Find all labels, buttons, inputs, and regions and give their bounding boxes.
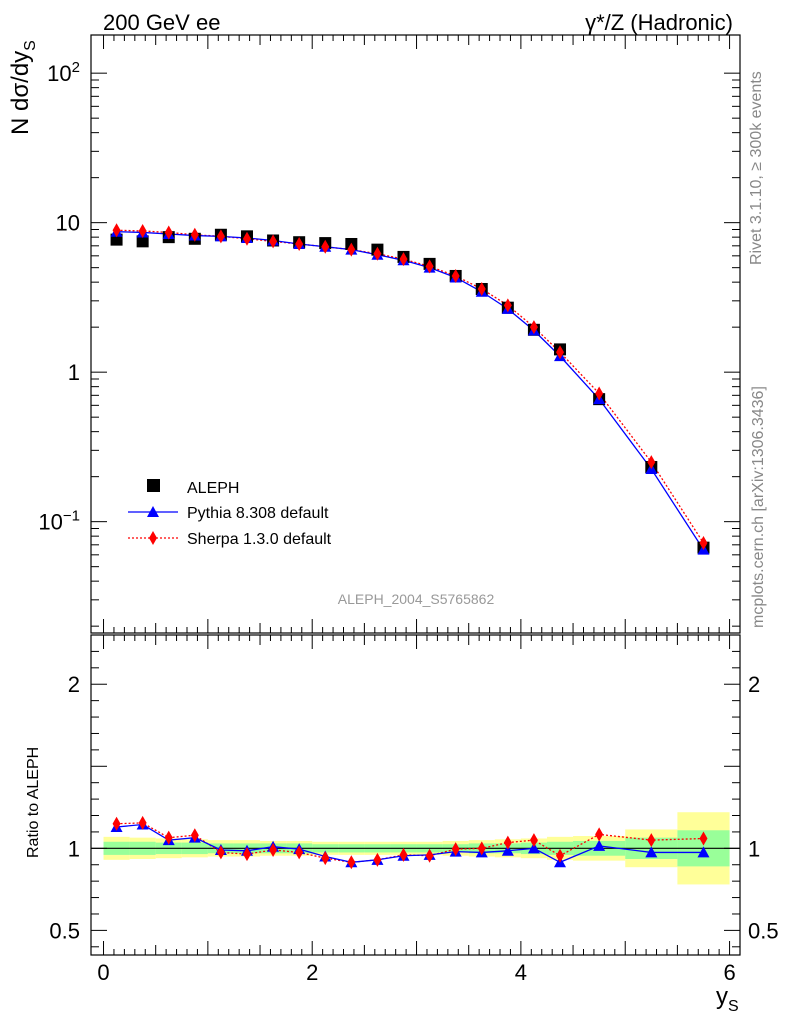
legend-sherpa-label: Sherpa 1.3.0 default: [187, 531, 332, 548]
sherpa-point: [216, 229, 225, 244]
y-tick-label-exponent: −1: [63, 508, 80, 525]
ratio-sherpa-point: [112, 816, 121, 831]
ratio-sherpa-point: [647, 833, 656, 848]
x-tick-label: 0: [97, 960, 109, 985]
aleph-point: [136, 235, 149, 248]
sherpa-point: [556, 345, 565, 360]
ratio-sherpa-point: [451, 842, 460, 857]
ratio-sherpa-line: [116, 822, 704, 863]
main-ylabel: N dσ/dyS: [7, 40, 39, 135]
y-tick-label: 10−1: [38, 508, 80, 535]
ratio-y-tick-label: 1: [68, 836, 80, 861]
ratio-pythia-point: [697, 846, 710, 858]
header-left: 200 GeV ee: [103, 10, 220, 35]
sherpa-point: [529, 320, 538, 335]
ratio-sherpa-point: [556, 848, 565, 863]
xlabel-subscript: S: [728, 998, 739, 1015]
ratio-sherpa-point: [138, 815, 147, 830]
x-tick-label: 6: [723, 960, 735, 985]
ratio-sherpa-point: [477, 841, 486, 856]
y-tick-label-base: 10: [56, 211, 80, 236]
sherpa-point: [595, 386, 604, 401]
y-tick-label-base: 10: [38, 510, 62, 535]
sherpa-point: [242, 231, 251, 246]
rivet-label: Rivet 3.1.10, ≥ 300k events: [748, 71, 765, 265]
ratio-pythia-point: [593, 839, 606, 851]
ratio-sherpa-point: [216, 845, 225, 860]
sherpa-point: [269, 234, 278, 249]
ratio-sherpa-point: [595, 827, 604, 842]
ratio-ylabel: Ratio to ALEPH: [25, 747, 42, 858]
legend-aleph-label: ALEPH: [187, 480, 239, 497]
ratio-y-tick-label: 2: [68, 672, 80, 697]
legend-pythia-marker: [147, 506, 159, 517]
y-tick-label-exponent: 2: [72, 59, 80, 76]
main-ylabel-text: N dσ/dy: [7, 51, 34, 135]
ratio-sherpa-point: [321, 851, 330, 866]
ratio-pythia-point: [645, 846, 658, 858]
sherpa-point: [321, 239, 330, 254]
ratio-sherpa-point: [699, 831, 708, 846]
sherpa-point: [647, 455, 656, 470]
sherpa-point: [451, 268, 460, 283]
sherpa-point: [347, 242, 356, 257]
analysis-label: ALEPH_2004_S5765862: [338, 591, 495, 607]
sherpa-point: [138, 223, 147, 238]
y-tick-label: 10: [56, 211, 80, 236]
ratio-sherpa-point: [425, 848, 434, 863]
ratio-panel: 2 2 1 1 0.5 0.5 0 2 4 6: [49, 634, 779, 985]
sherpa-point: [503, 298, 512, 313]
sherpa-point: [190, 227, 199, 242]
ratio-sherpa-point: [164, 830, 173, 845]
ratio-y-tick-label: 0.5: [49, 918, 80, 943]
ratio-frame: [90, 634, 741, 956]
ratio-pythia-point: [527, 842, 540, 854]
main-ylabel-subscript: S: [22, 40, 39, 51]
ratio-sherpa-point: [242, 847, 251, 862]
ratio-y-tick-label-right: 1: [748, 836, 760, 861]
sherpa-point: [164, 225, 173, 240]
ratio-pythia-point: [501, 844, 514, 856]
legend-sherpa-marker: [149, 531, 157, 545]
sherpa-point: [373, 246, 382, 261]
sherpa-line: [116, 229, 705, 544]
ratio-sherpa-point: [373, 852, 382, 867]
ratio-y-tick-label-right: 0.5: [748, 918, 779, 943]
sherpa-point: [425, 259, 434, 274]
xlabel: yS: [716, 983, 739, 1015]
pythia-line: [116, 231, 705, 550]
sherpa-point: [295, 236, 304, 251]
sherpa-point: [699, 535, 708, 550]
ratio-sherpa-point: [190, 828, 199, 843]
x-tick-label: 2: [306, 960, 318, 985]
legend-aleph-marker: [147, 479, 160, 492]
legend-pythia-label: Pythia 8.308 default: [187, 505, 329, 522]
ratio-sherpa-point: [295, 845, 304, 860]
ratio-sherpa-point: [529, 833, 538, 848]
sherpa-point: [112, 223, 121, 238]
header-right: γ*/Z (Hadronic): [585, 10, 733, 35]
ratio-sherpa-point: [347, 855, 356, 870]
sherpa-point: [477, 281, 486, 296]
ratio-sherpa-point: [503, 835, 512, 850]
mcplots-label: mcplots.cern.ch [arXiv:1306.3436]: [750, 386, 767, 628]
x-tick-label: 4: [515, 960, 527, 985]
legend: ALEPH Pythia 8.308 default Sherpa 1.3.0 …: [128, 479, 332, 548]
xlabel-text: y: [716, 983, 728, 1010]
y-tick-label: 102: [47, 59, 80, 86]
y-tick-label: 1: [68, 360, 80, 385]
sherpa-point: [399, 252, 408, 267]
y-tick-label-base: 10: [47, 61, 71, 86]
y-tick-label-base: 1: [68, 360, 80, 385]
main-frame: [90, 34, 741, 634]
ratio-sherpa-point: [269, 842, 278, 857]
ratio-y-tick-label-right: 2: [748, 672, 760, 697]
ratio-sherpa-point: [399, 847, 408, 862]
